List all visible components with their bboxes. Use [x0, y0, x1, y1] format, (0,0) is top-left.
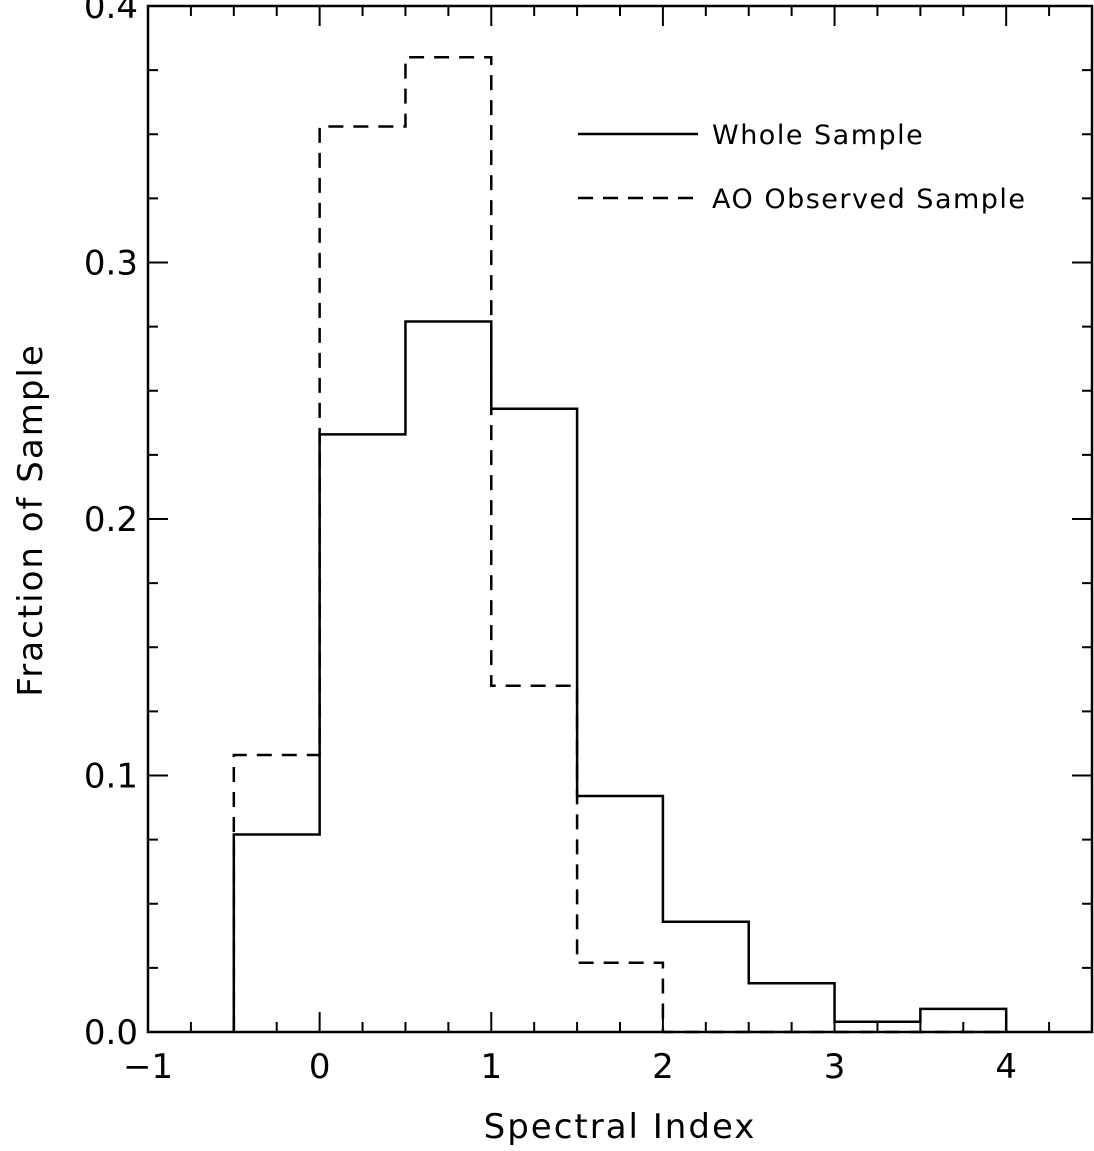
- legend: Whole Sample AO Observed Sample: [578, 120, 1027, 215]
- series-layer: [232, 56, 1008, 1034]
- y-tick-label: 0.1: [84, 757, 138, 797]
- x-tick-label: 1: [480, 1047, 502, 1087]
- y-tick-labels: 0.0 0.1 0.2 0.3 0.4: [84, 0, 138, 1053]
- x-tick-label: 2: [652, 1047, 674, 1087]
- major-ticks: [147, 5, 1092, 1033]
- y-tick-label: 0.4: [84, 0, 138, 27]
- x-tick-label: 3: [824, 1047, 846, 1087]
- y-tick-label: 0.3: [84, 244, 138, 284]
- y-tick-label: 0.0: [84, 1013, 138, 1053]
- y-tick-label: 0.2: [84, 500, 138, 540]
- y-axis-title: Fraction of Sample: [11, 343, 51, 697]
- series-line-ao-observed-sample: [232, 56, 1007, 1034]
- x-axis-title: Spectral Index: [484, 1107, 757, 1147]
- minor-ticks: [148, 6, 1093, 1032]
- x-tick-label: −1: [123, 1047, 173, 1087]
- legend-label-ao-observed-sample: AO Observed Sample: [712, 184, 1027, 215]
- series-line-whole-sample: [232, 320, 1008, 1032]
- plot-frame: [146, 4, 1094, 1034]
- x-tick-label: 4: [995, 1047, 1017, 1087]
- x-tick-label: 0: [309, 1047, 331, 1087]
- x-tick-labels: −1 0 1 2 3 4: [123, 1047, 1017, 1087]
- legend-label-whole-sample: Whole Sample: [712, 120, 924, 151]
